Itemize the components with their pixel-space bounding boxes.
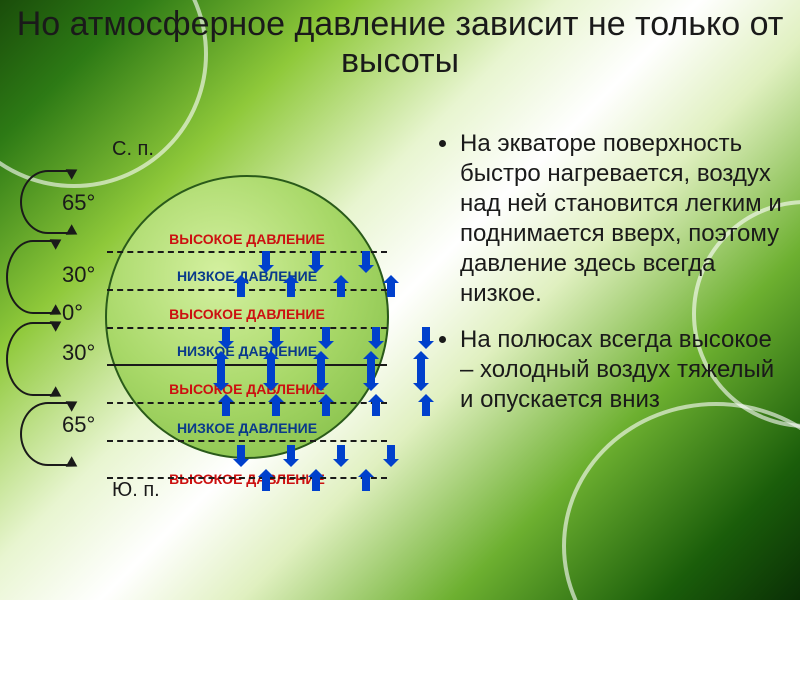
arrow-down-icon — [322, 327, 330, 341]
latitude-line — [107, 289, 387, 291]
high-pressure-label: ВЫСОКОЕ ДАВЛЕНИЕ — [107, 307, 387, 321]
latitude-line — [107, 402, 387, 404]
arrow-up-icon — [362, 477, 370, 491]
arrow-down-icon — [387, 445, 395, 459]
low-pressure-label: НИЗКОЕ ДАВЛЕНИЕ — [107, 421, 387, 435]
latitude-line — [107, 327, 387, 329]
circulation-arrow — [20, 170, 76, 234]
arrow-down-icon — [267, 369, 275, 383]
circulation-arrow — [20, 402, 76, 466]
arrow-up-icon — [312, 477, 320, 491]
pressure-diagram: С. п. Ю. п. ВЫСОКОЕ ДАВЛЕНИЕНИЗКОЕ ДАВЛЕ… — [20, 130, 400, 510]
arrow-up-icon — [262, 477, 270, 491]
arrow-down-icon — [222, 327, 230, 341]
arrow-down-icon — [262, 251, 270, 265]
arrow-up-icon — [387, 283, 395, 297]
slide-title: Но атмосферное давление зависит не тольк… — [0, 6, 800, 81]
arrow-up-icon — [337, 283, 345, 297]
circulation-arrow — [6, 240, 60, 314]
north-pole-label: С. п. — [112, 138, 154, 161]
degree-label: 30° — [62, 262, 95, 288]
latitude-line — [107, 251, 387, 253]
arrow-up-icon — [372, 402, 380, 416]
latitude-line — [107, 477, 387, 479]
arrow-up-icon — [237, 283, 245, 297]
arrow-down-icon — [312, 251, 320, 265]
circulation-arrow — [6, 322, 60, 396]
arrow-down-icon — [317, 369, 325, 383]
degree-label: 0° — [62, 300, 83, 326]
bullet-item: На полюсах всегда высокое – холодный воз… — [460, 325, 790, 415]
arrow-down-icon — [272, 327, 280, 341]
arrow-up-icon — [287, 283, 295, 297]
arrow-down-icon — [362, 251, 370, 265]
arrow-up-icon — [272, 402, 280, 416]
bullet-item: На экваторе поверхность быстро нагревает… — [460, 129, 790, 309]
arrow-up-icon — [322, 402, 330, 416]
high-pressure-label: ВЫСОКОЕ ДАВЛЕНИЕ — [107, 232, 387, 246]
high-pressure-label: ВЫСОКОЕ ДАВЛЕНИЕ — [107, 382, 387, 396]
bullet-list: На экваторе поверхность быстро нагревает… — [420, 129, 790, 431]
low-pressure-label: НИЗКОЕ ДАВЛЕНИЕ — [107, 344, 387, 358]
arrow-up-icon — [222, 402, 230, 416]
arrow-down-icon — [217, 369, 225, 383]
latitude-line — [107, 440, 387, 442]
arrow-down-icon — [287, 445, 295, 459]
equator-line — [107, 364, 387, 366]
high-pressure-label: ВЫСОКОЕ ДАВЛЕНИЕ — [107, 472, 387, 486]
slide-content: Но атмосферное давление зависит не тольк… — [0, 0, 800, 600]
globe: ВЫСОКОЕ ДАВЛЕНИЕ НИЗКОЕ ДАВЛЕНИЕ ВЫСОКОЕ Д… — [105, 175, 389, 459]
arrow-down-icon — [337, 445, 345, 459]
arrow-down-icon — [237, 445, 245, 459]
degree-label: 30° — [62, 340, 95, 366]
arrow-down-icon — [367, 369, 375, 383]
arrow-down-icon — [372, 327, 380, 341]
